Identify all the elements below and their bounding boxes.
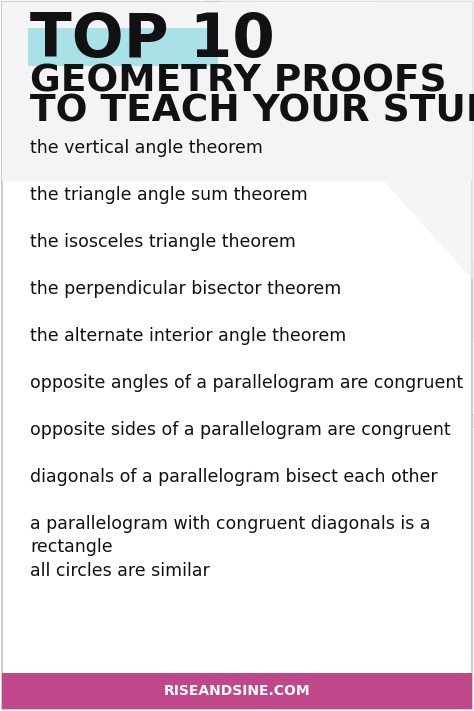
Polygon shape: [220, 0, 474, 281]
Text: all circles are similar: all circles are similar: [30, 562, 210, 580]
Bar: [28, 28, 218, 66]
Polygon shape: [190, 641, 240, 681]
Text: the perpendicular bisector theorem: the perpendicular bisector theorem: [30, 280, 341, 298]
Text: a parallelogram with congruent diagonals is a
rectangle: a parallelogram with congruent diagonals…: [30, 515, 430, 556]
Bar: [2, 673, 472, 709]
Text: the vertical angle theorem: the vertical angle theorem: [30, 139, 263, 157]
Text: diagonals of a parallelogram bisect each other: diagonals of a parallelogram bisect each…: [30, 468, 438, 486]
Text: the triangle angle sum theorem: the triangle angle sum theorem: [30, 186, 308, 204]
Polygon shape: [220, 401, 474, 661]
Text: TOP 10: TOP 10: [30, 11, 275, 70]
Text: RISEANDSINE.COM: RISEANDSINE.COM: [164, 684, 310, 698]
Text: TO TEACH YOUR STUDENTS: TO TEACH YOUR STUDENTS: [30, 93, 474, 129]
Bar: [2, 2, 472, 181]
Text: GEOMETRY PROOFS: GEOMETRY PROOFS: [30, 63, 447, 99]
Text: opposite angles of a parallelogram are congruent: opposite angles of a parallelogram are c…: [30, 374, 463, 392]
Text: 2: 2: [157, 0, 474, 464]
Text: opposite sides of a parallelogram are congruent: opposite sides of a parallelogram are co…: [30, 421, 451, 439]
Text: the alternate interior angle theorem: the alternate interior angle theorem: [30, 327, 346, 345]
Text: the isosceles triangle theorem: the isosceles triangle theorem: [30, 233, 296, 251]
